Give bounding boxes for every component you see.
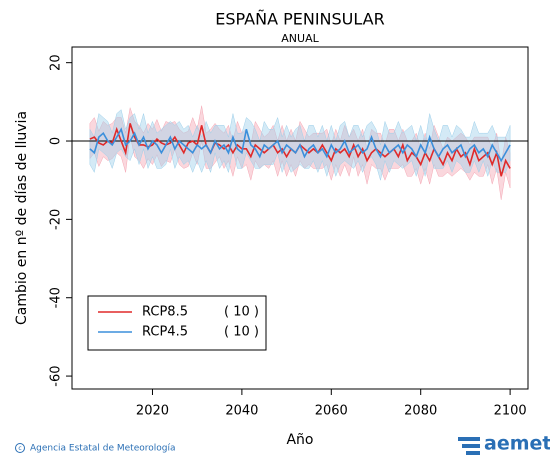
x-tick-label: 2060 (315, 404, 348, 419)
logo-text: aemet (484, 433, 550, 455)
logo-icon (462, 444, 480, 448)
agency-name: Agencia Estatal de Meteorología (30, 444, 176, 454)
chart-title: ESPAÑA PENINSULAR (215, 10, 384, 29)
legend-label: RCP8.5 (142, 305, 188, 320)
x-axis-label: Año (286, 432, 313, 448)
x-tick-label: 2080 (404, 404, 437, 419)
legend-note: ( 10 ) (224, 305, 259, 320)
legend-note: ( 10 ) (224, 325, 259, 340)
y-tick-label: -20 (49, 209, 64, 230)
x-tick-label: 2100 (494, 404, 527, 419)
y-tick-label: 0 (49, 137, 64, 145)
y-tick-label: -40 (49, 287, 64, 308)
logo-icon (458, 437, 480, 441)
copyright-c: c (18, 445, 21, 452)
chart-subtitle: ANUAL (281, 32, 319, 45)
x-tick-label: 2040 (225, 404, 258, 419)
legend-label: RCP4.5 (142, 325, 188, 340)
logo-icon (466, 451, 480, 455)
y-tick-label: -60 (49, 365, 64, 386)
y-tick-label: 20 (48, 54, 63, 71)
x-tick-label: 2020 (136, 404, 169, 419)
footer: c Agencia Estatal de Meteorología aemet (16, 433, 550, 456)
y-axis-label: Cambio en nº de días de lluvia (14, 111, 30, 325)
